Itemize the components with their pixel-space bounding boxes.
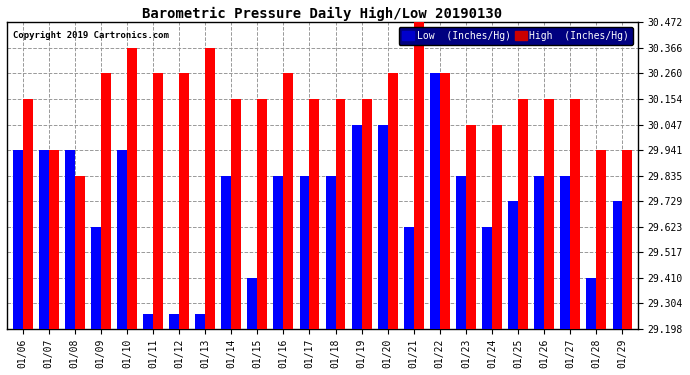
Bar <box>544 99 554 329</box>
Bar <box>49 150 59 329</box>
Bar <box>205 48 215 329</box>
Bar <box>310 99 319 329</box>
Bar <box>482 226 492 329</box>
Bar <box>378 124 388 329</box>
Bar <box>257 99 267 329</box>
Bar <box>248 278 257 329</box>
Bar <box>440 73 450 329</box>
Text: Copyright 2019 Cartronics.com: Copyright 2019 Cartronics.com <box>13 32 169 40</box>
Bar <box>586 278 596 329</box>
Bar <box>12 150 23 329</box>
Bar <box>221 176 231 329</box>
Bar <box>518 99 528 329</box>
Bar <box>231 99 241 329</box>
Bar <box>39 150 49 329</box>
Bar <box>466 124 476 329</box>
Bar <box>127 48 137 329</box>
Bar <box>388 73 397 329</box>
Bar <box>101 73 110 329</box>
Bar <box>326 176 335 329</box>
Bar <box>613 201 622 329</box>
Bar <box>570 99 580 329</box>
Bar <box>75 176 85 329</box>
Bar <box>622 150 632 329</box>
Bar <box>195 314 205 329</box>
Bar <box>284 73 293 329</box>
Bar <box>456 176 466 329</box>
Bar <box>414 22 424 329</box>
Bar <box>404 226 414 329</box>
Bar <box>179 73 189 329</box>
Title: Barometric Pressure Daily High/Low 20190130: Barometric Pressure Daily High/Low 20190… <box>142 7 502 21</box>
Bar <box>596 150 607 329</box>
Bar <box>560 176 570 329</box>
Bar <box>352 124 362 329</box>
Bar <box>509 201 518 329</box>
Bar <box>299 176 310 329</box>
Bar <box>430 73 440 329</box>
Bar <box>362 99 371 329</box>
Bar <box>65 150 75 329</box>
Bar <box>492 124 502 329</box>
Bar <box>117 150 127 329</box>
Bar <box>273 176 284 329</box>
Bar <box>91 226 101 329</box>
Bar <box>534 176 544 329</box>
Bar <box>23 99 32 329</box>
Bar <box>153 73 163 329</box>
Bar <box>335 99 346 329</box>
Legend: Low  (Inches/Hg), High  (Inches/Hg): Low (Inches/Hg), High (Inches/Hg) <box>399 27 633 45</box>
Bar <box>169 314 179 329</box>
Bar <box>143 314 153 329</box>
